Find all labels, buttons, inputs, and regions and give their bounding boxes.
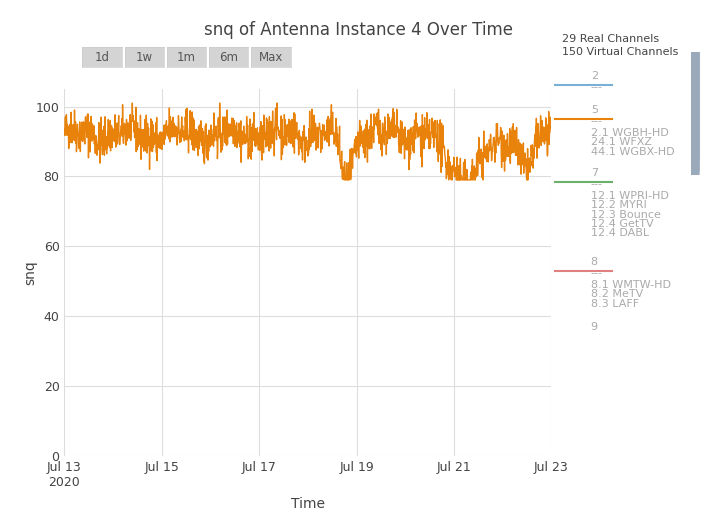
Text: ---: --- (591, 82, 603, 92)
Text: 1w: 1w (136, 51, 153, 63)
Text: 5: 5 (591, 105, 598, 115)
Text: 12.2 MYRI: 12.2 MYRI (591, 200, 647, 210)
Text: ---: --- (591, 116, 603, 126)
Text: 12.4 DABL: 12.4 DABL (591, 228, 649, 238)
Text: 6m: 6m (219, 51, 238, 63)
Text: 2.1 WGBH-HD: 2.1 WGBH-HD (591, 128, 669, 138)
Text: 12.1 WPRI-HD: 12.1 WPRI-HD (591, 191, 669, 201)
Text: 1m: 1m (177, 51, 196, 63)
Text: 150 Virtual Channels: 150 Virtual Channels (562, 47, 679, 57)
Text: 24.1 WFXZ: 24.1 WFXZ (591, 137, 652, 147)
Text: 29 Real Channels: 29 Real Channels (562, 34, 659, 44)
Text: 8: 8 (591, 257, 598, 267)
Text: 7: 7 (591, 168, 598, 178)
Text: 2: 2 (591, 71, 598, 81)
Text: Max: Max (258, 51, 284, 63)
Text: 9: 9 (591, 322, 598, 332)
FancyBboxPatch shape (690, 32, 700, 175)
Text: 8.2 MeTV: 8.2 MeTV (591, 289, 643, 299)
Y-axis label: snq: snq (23, 260, 37, 285)
Text: 8.3 LAFF: 8.3 LAFF (591, 299, 639, 309)
Text: ---: --- (591, 268, 603, 278)
X-axis label: Time: Time (291, 497, 325, 511)
Text: 44.1 WGBX-HD: 44.1 WGBX-HD (591, 147, 674, 157)
Text: 12.4 GetTV: 12.4 GetTV (591, 219, 653, 229)
Text: 1d: 1d (95, 51, 110, 63)
Text: snq of Antenna Instance 4 Over Time: snq of Antenna Instance 4 Over Time (203, 21, 513, 39)
Text: ---: --- (591, 179, 603, 189)
Text: 12.3 Bounce: 12.3 Bounce (591, 210, 661, 220)
Text: 8.1 WMTW-HD: 8.1 WMTW-HD (591, 280, 671, 290)
